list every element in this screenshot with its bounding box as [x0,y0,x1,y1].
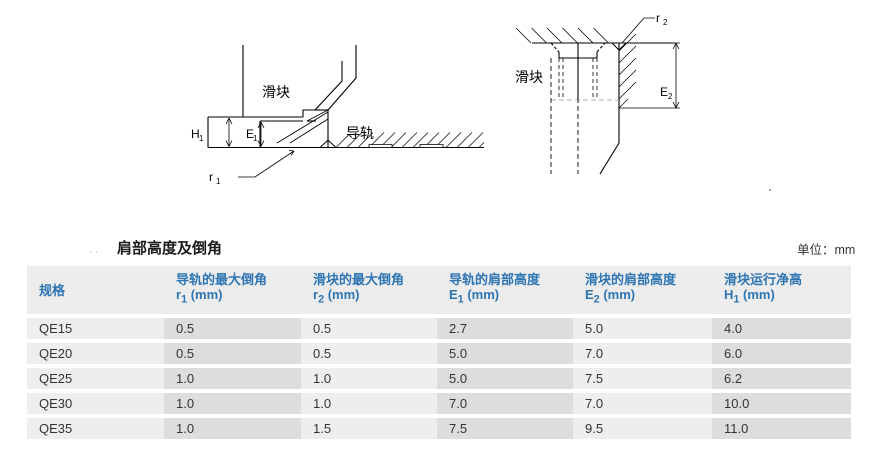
svg-text:r: r [656,11,660,25]
svg-text:1: 1 [253,134,258,143]
svg-text:滑块: 滑块 [515,69,543,85]
svg-text:1: 1 [199,134,204,143]
svg-text:2: 2 [668,92,673,101]
svg-text:E: E [660,85,668,99]
svg-text:滑块: 滑块 [262,84,290,100]
svg-text:r: r [209,170,213,184]
svg-text:2: 2 [663,18,668,27]
svg-text:1: 1 [216,177,221,186]
svg-text:导轨: 导轨 [346,125,374,141]
